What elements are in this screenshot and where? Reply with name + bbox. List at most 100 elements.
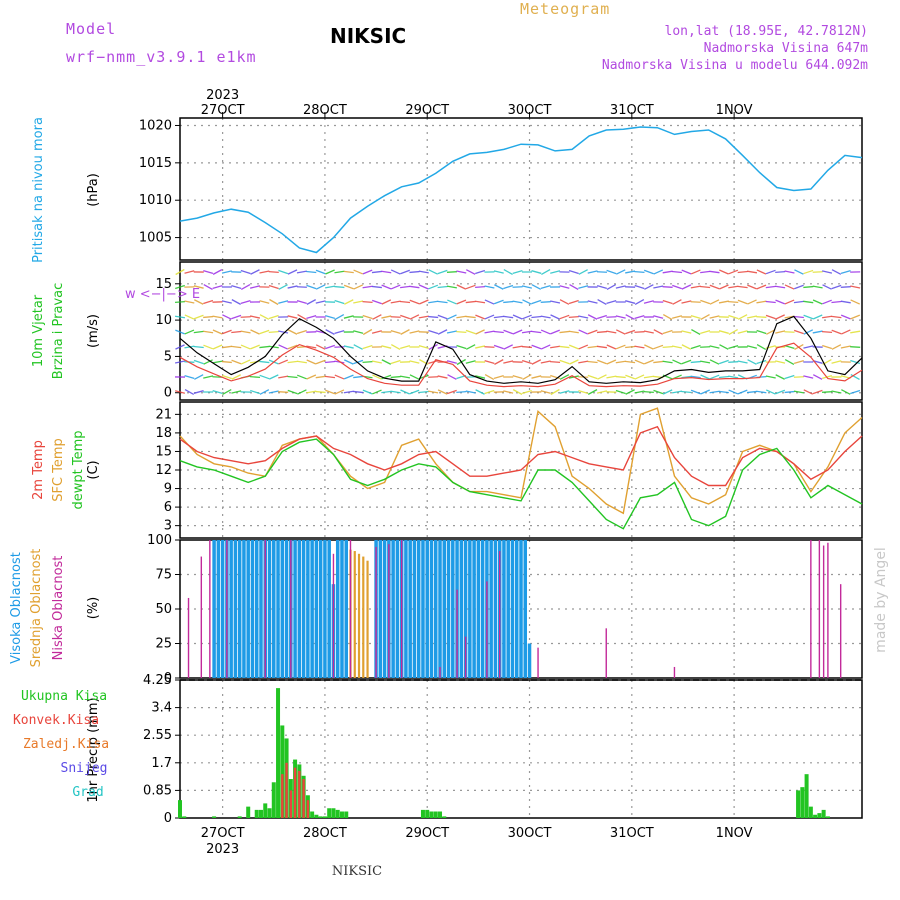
wind-arrow <box>400 269 410 275</box>
y-tick-label: 100 <box>147 533 172 548</box>
cloud-bar <box>451 540 455 678</box>
wind-arrow <box>840 345 851 349</box>
wind-arrow <box>278 391 289 393</box>
precip-bar <box>263 803 268 818</box>
wind-arrow <box>306 374 317 380</box>
wind-arrow <box>315 375 326 379</box>
wind-arrow <box>250 329 260 335</box>
cloud-bar <box>290 540 292 678</box>
elevation-label: Nadmorska Visina 647m <box>703 41 868 56</box>
wind-arrow <box>587 374 598 380</box>
wind-arrow <box>268 284 279 290</box>
cloud-bar <box>429 540 434 678</box>
wind-arrow <box>700 360 711 364</box>
wind-arrow <box>709 270 720 274</box>
wind-arrow <box>437 314 448 320</box>
precip-bar <box>285 762 288 818</box>
wind-arrow <box>597 359 607 365</box>
wind-arrow <box>765 314 776 320</box>
wind-arrow <box>175 329 185 335</box>
pressure-line <box>179 126 863 254</box>
cloud-bar <box>254 540 259 678</box>
wind-arrow <box>278 269 289 275</box>
x-tick-label-bottom: 28OCT <box>303 826 347 841</box>
precip-bar <box>271 782 276 818</box>
wind-arrow <box>315 344 326 350</box>
x-tick-label-bottom: 30OCT <box>508 826 552 841</box>
wind-arrow <box>465 329 476 335</box>
wind-arrow <box>306 299 316 305</box>
cloud-bar <box>335 540 340 678</box>
wind-arrow <box>568 299 579 305</box>
wind-arrow <box>400 389 410 395</box>
cloud-bar <box>486 581 488 678</box>
wind-arrow <box>447 389 457 395</box>
wind-arrow <box>812 314 823 320</box>
wind-arrow <box>719 284 729 290</box>
wind-arrow <box>221 300 232 304</box>
wind-arrow <box>596 271 608 273</box>
cloud-bar <box>839 584 842 678</box>
precip-bar <box>433 811 438 818</box>
wind-arrow <box>690 344 701 350</box>
wind-arrow <box>400 345 411 349</box>
precip-bar <box>212 816 217 818</box>
pressure-title: Pritisak na nivou mora <box>31 117 46 263</box>
wind-arrow <box>465 284 476 290</box>
wind-arrow <box>493 375 504 379</box>
wind-arrow <box>831 269 842 275</box>
wind-arrow <box>193 299 204 305</box>
wind-arrow <box>812 285 823 289</box>
wind-arrow <box>615 315 626 319</box>
y-tick-label: 2.55 <box>143 728 172 743</box>
wind-arrow <box>690 375 701 379</box>
cloud-bar <box>395 540 400 678</box>
wind-arrow <box>784 299 795 305</box>
wind-arrow <box>728 361 739 363</box>
y-tick-label: 21 <box>155 407 172 422</box>
wind-arrow <box>475 345 486 349</box>
cloud-unit: (%) <box>86 597 101 620</box>
wind-arrow <box>362 389 373 395</box>
wind-arrow <box>193 285 204 289</box>
wind-arrow <box>287 389 298 395</box>
wind-arrow <box>625 329 636 335</box>
wind-arrow <box>625 270 636 274</box>
wind-arrow <box>259 270 270 274</box>
precip-bar <box>318 816 323 818</box>
wind-arrow <box>803 329 814 335</box>
wind-arrow <box>390 300 401 304</box>
wind-arrow <box>568 330 579 334</box>
wind-arrow <box>465 344 476 350</box>
wind-arrow <box>231 345 242 349</box>
precip-bar <box>289 790 293 818</box>
y-tick-label: 1005 <box>139 231 172 246</box>
wind-arrow <box>606 359 617 365</box>
cloud-bar <box>306 540 310 678</box>
wind-arrow <box>503 269 513 275</box>
wind-arrow <box>325 360 336 364</box>
wind-arrow <box>437 375 448 379</box>
cloud-bar <box>220 540 225 678</box>
wind-arrow <box>259 300 270 304</box>
wind-arrow <box>446 285 457 289</box>
wind-arrow <box>250 285 261 289</box>
precip-bar <box>258 809 263 818</box>
precip-bar <box>267 808 272 818</box>
x-tick-label-top: 28OCT <box>303 103 347 118</box>
wind-arrow <box>494 284 504 290</box>
wind-arrow <box>841 389 851 395</box>
wind-arrow <box>643 300 654 304</box>
cloud-bar <box>187 597 190 678</box>
y-tick-label: 5 <box>164 349 172 364</box>
cloud-bar <box>216 540 221 678</box>
wind-arrow <box>728 314 739 320</box>
wind-arrow <box>249 315 261 319</box>
wind-arrow <box>587 345 598 349</box>
wind-arrow <box>400 285 411 289</box>
credit-label: made by Angel <box>873 547 889 653</box>
wind-arrow <box>512 300 523 304</box>
wind-arrow <box>521 389 532 395</box>
wind-arrow <box>653 285 664 289</box>
wind-arrow <box>334 270 345 274</box>
